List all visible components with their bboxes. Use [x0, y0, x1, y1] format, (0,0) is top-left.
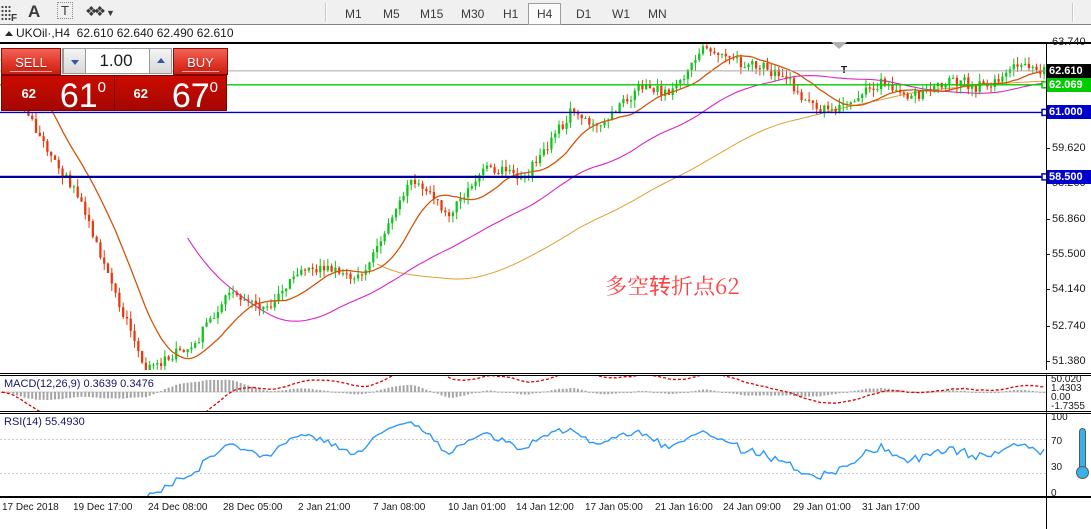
svg-text:F: F — [11, 13, 17, 21]
